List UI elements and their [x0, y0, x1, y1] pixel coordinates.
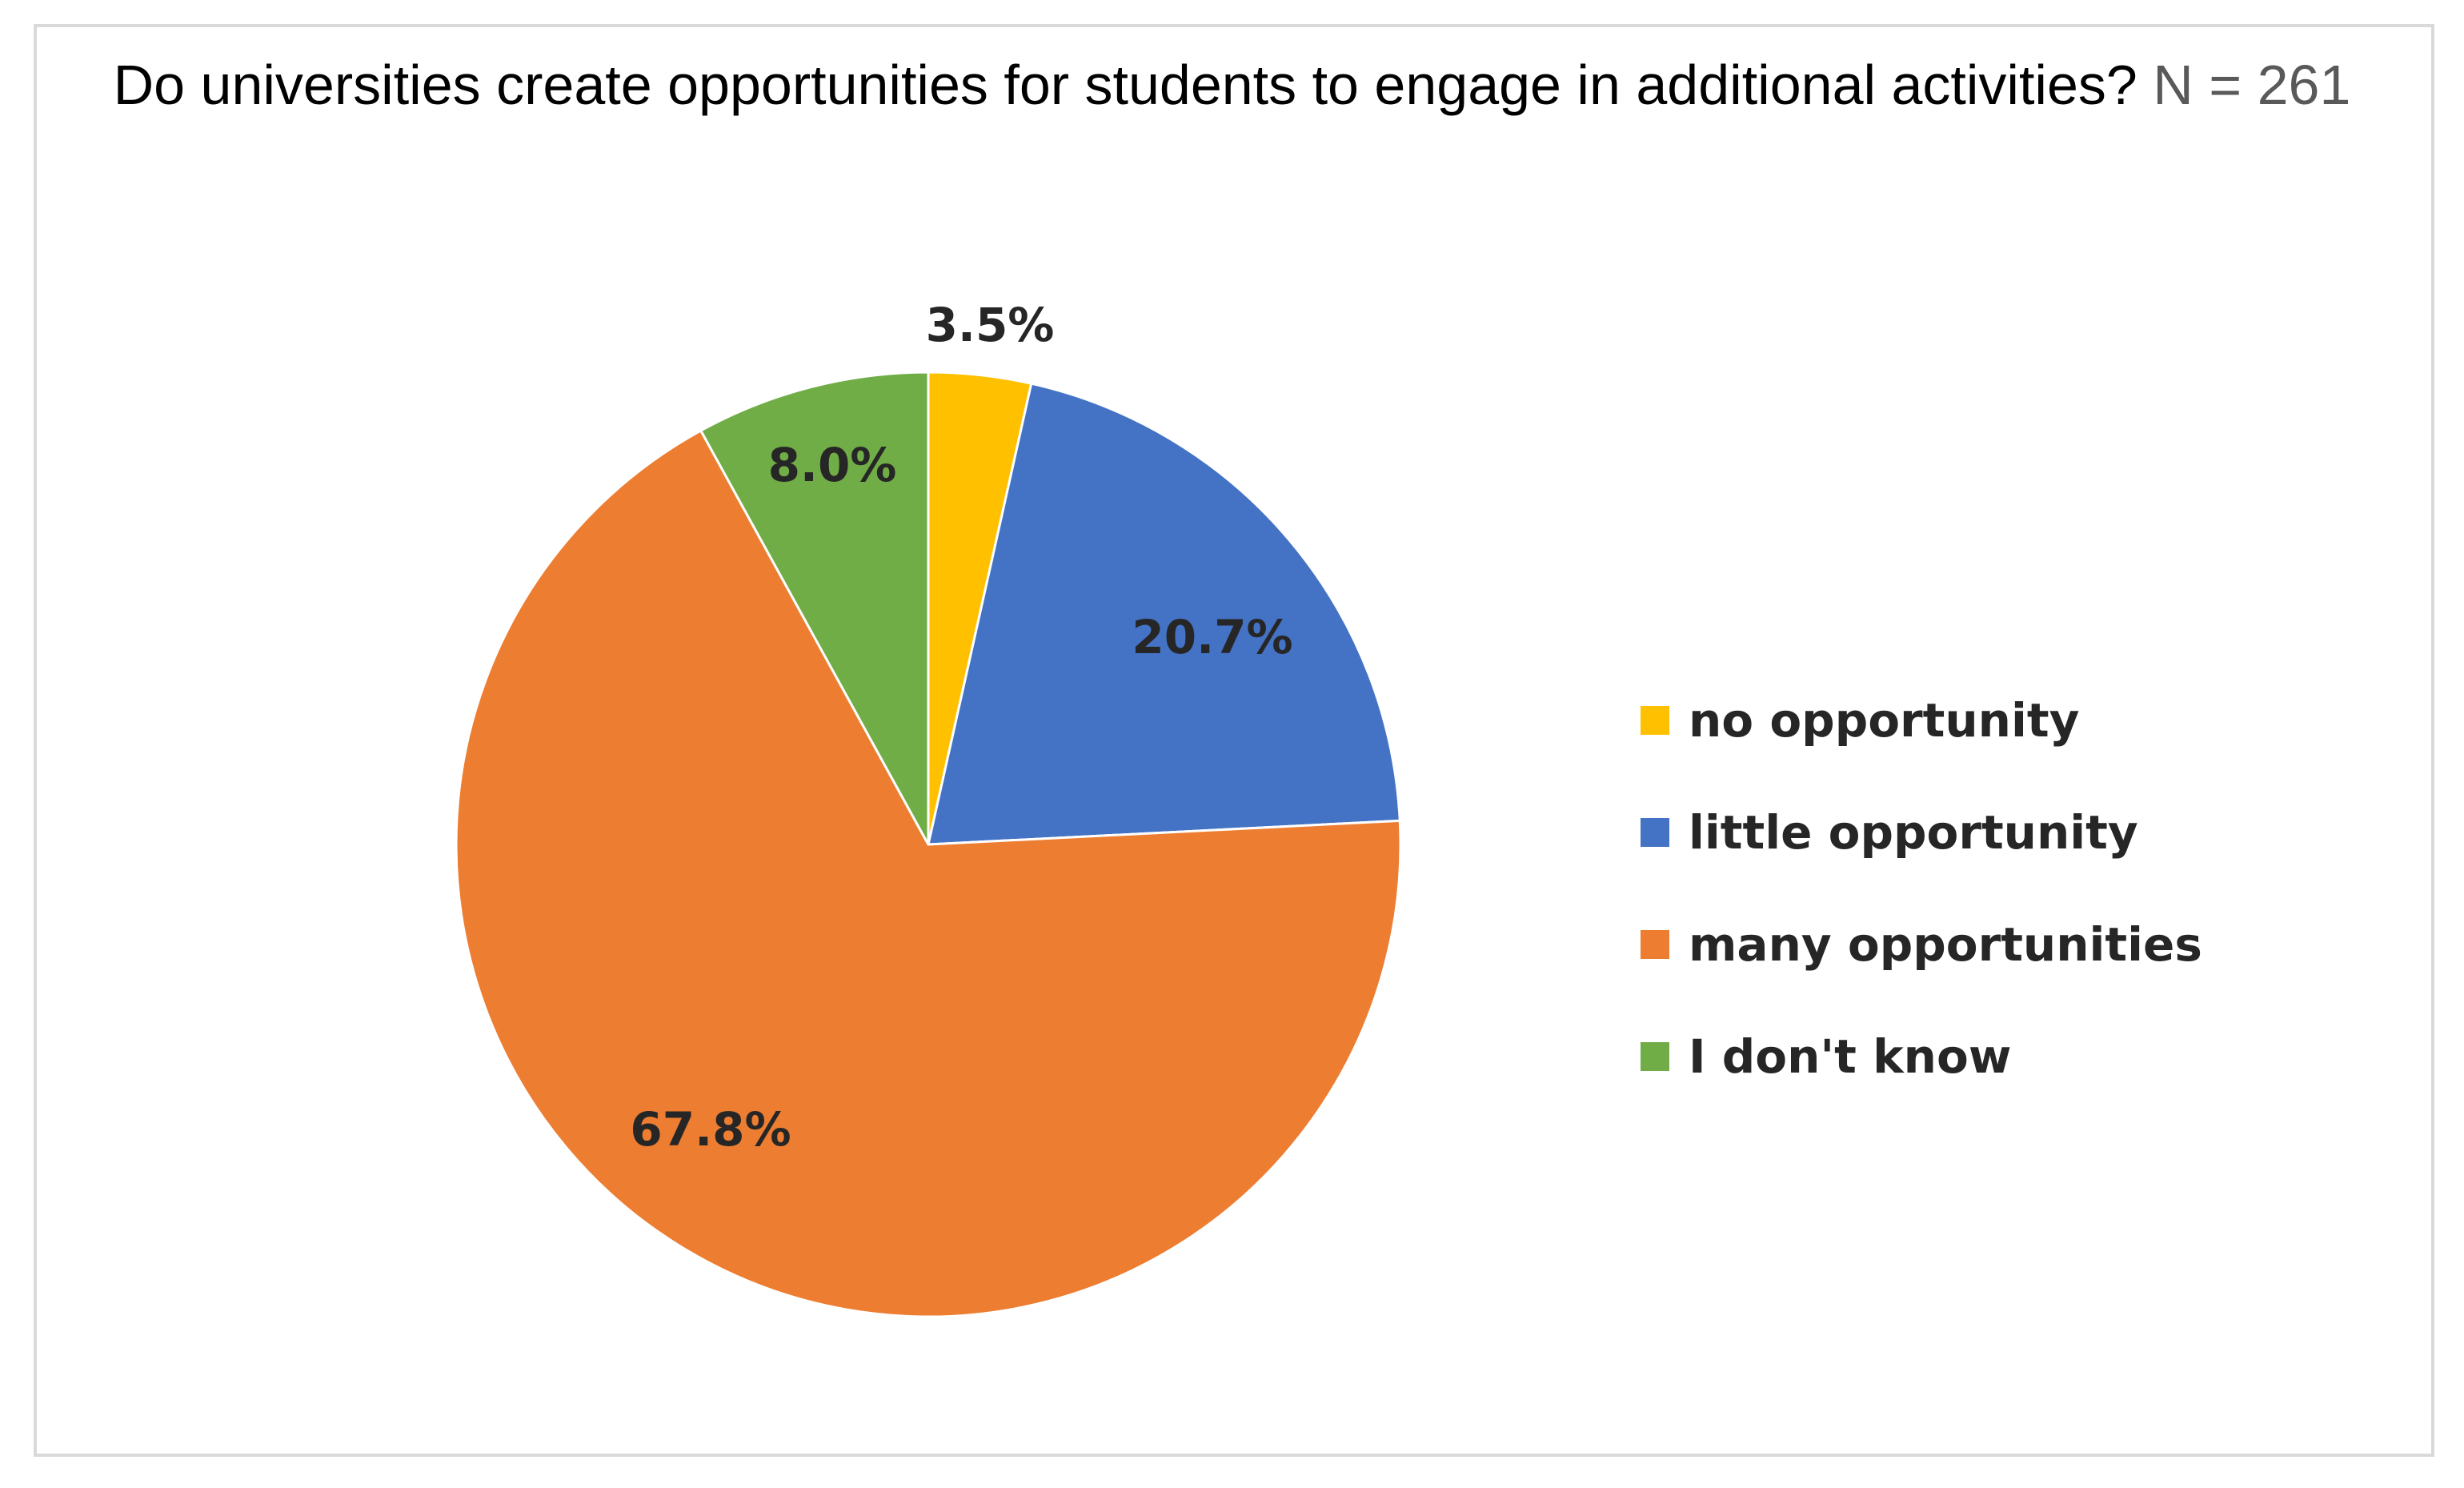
- pie-slice-little-opportunity: [927, 382, 1401, 846]
- data-label-no-opportunity: 3.5%: [926, 298, 1055, 352]
- legend-swatch: [1641, 818, 1669, 847]
- chart-legend: no opportunity little opportunity many opp…: [1641, 664, 2202, 1113]
- data-label-i-don-t-know: 8.0%: [768, 438, 897, 492]
- chart-title-sample-size: N = 261: [2153, 54, 2351, 116]
- legend-item-many-opportunities: many opportunities: [1641, 888, 2202, 1001]
- pie-data-labels: 3.5% 20.7% 67.8% 8.0%: [630, 298, 1292, 1157]
- legend-item-i-don-t-know: I don't know: [1641, 1001, 2202, 1113]
- legend-label: no opportunity: [1689, 693, 2080, 748]
- legend-label: many opportunities: [1689, 917, 2202, 972]
- legend-item-little-opportunity: little opportunity: [1641, 776, 2202, 888]
- legend-label: little opportunity: [1689, 805, 2138, 860]
- pie-slice-many-opportunities: [455, 428, 1402, 1318]
- chart-title: Do universities create opportunities for…: [0, 50, 2464, 120]
- pie-slices: [455, 371, 1402, 1318]
- data-label-many-opportunities: 67.8%: [630, 1102, 791, 1157]
- legend-swatch: [1641, 930, 1669, 959]
- chart-title-text: Do universities create opportunities for…: [113, 54, 2137, 116]
- legend-swatch: [1641, 1042, 1669, 1071]
- pie-slice-i-don-t-know: [699, 371, 930, 845]
- legend-item-no-opportunity: no opportunity: [1641, 664, 2202, 776]
- data-label-little-opportunity: 20.7%: [1132, 610, 1292, 664]
- legend-label: I don't know: [1689, 1029, 2012, 1084]
- legend-swatch: [1641, 706, 1669, 735]
